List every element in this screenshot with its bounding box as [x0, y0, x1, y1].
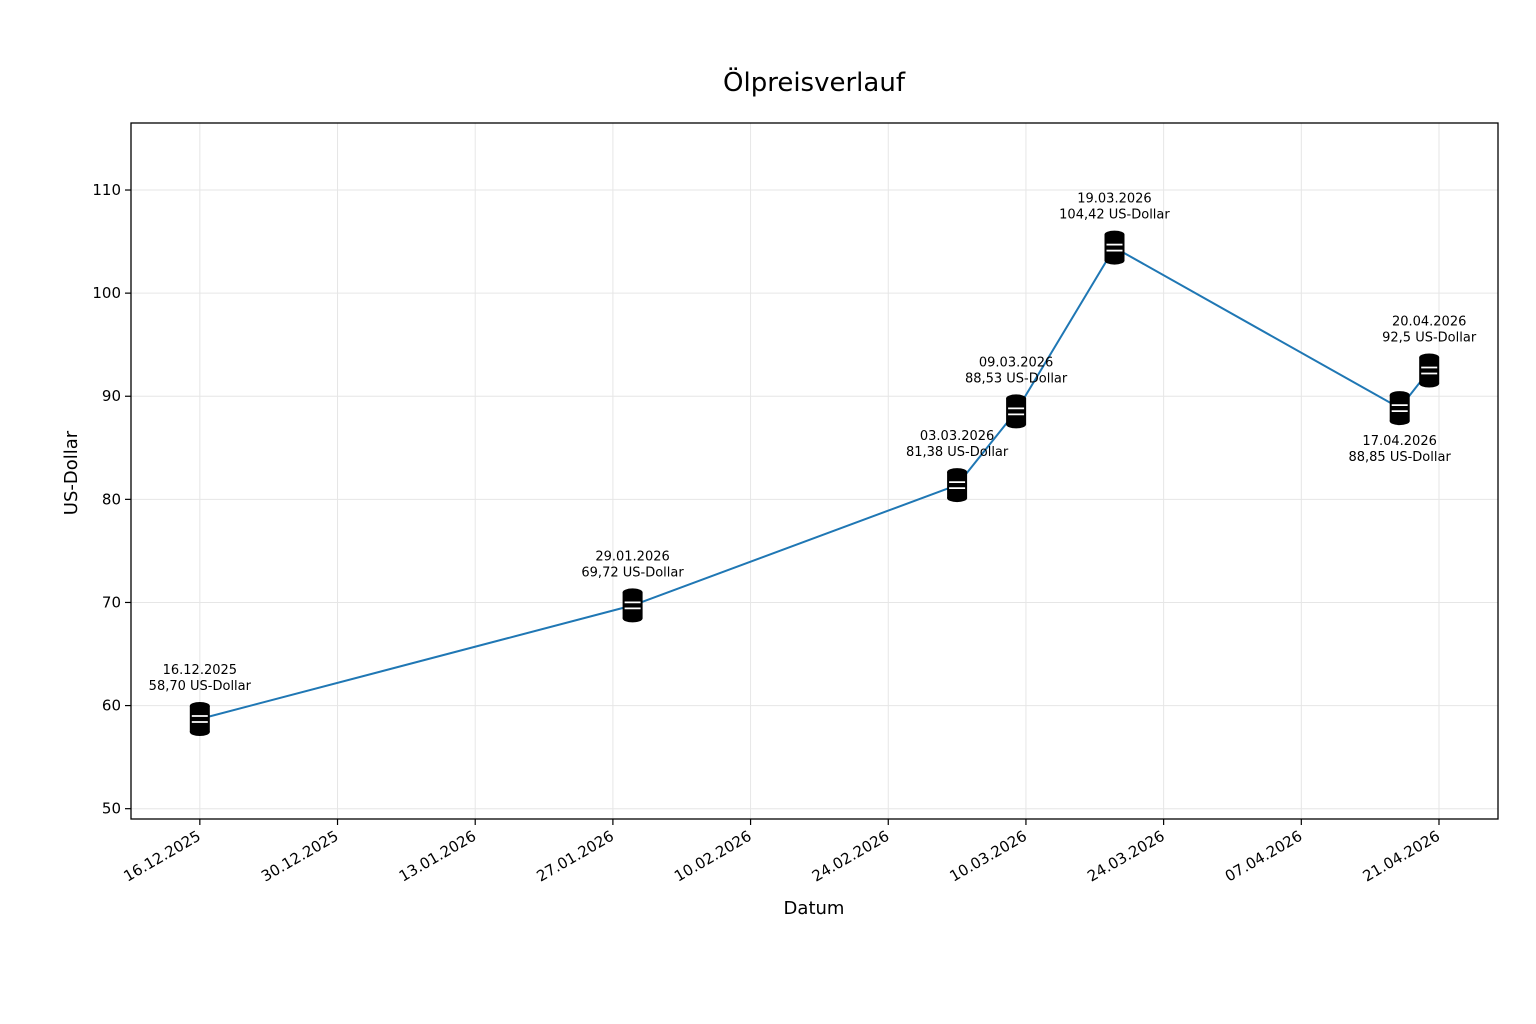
data-label-value: 69,72 US-Dollar [581, 565, 684, 580]
data-label-value: 88,85 US-Dollar [1348, 450, 1451, 465]
x-tick-label: 27.01.2026 [534, 827, 617, 886]
x-tick-label: 30.12.2025 [258, 827, 341, 886]
x-axis: 16.12.2025 30.12.2025 13.01.2026 27.01.2026… [120, 819, 1443, 885]
oil-barrel-icon [189, 702, 210, 736]
x-tick-label: 24.03.2026 [1084, 827, 1167, 886]
oil-barrel-icon [1006, 394, 1027, 429]
y-tick-label: 50 [102, 800, 121, 818]
y-axis-label: US-Dollar [61, 430, 82, 515]
data-label-date: 29.01.2026 [595, 549, 669, 564]
oil-barrel-icon [1419, 353, 1440, 388]
x-tick-label: 24.02.2026 [809, 827, 892, 886]
x-tick-label: 07.04.2026 [1222, 827, 1305, 886]
oil-barrel-icon [947, 468, 968, 503]
y-tick-label: 80 [102, 490, 121, 508]
data-markers [189, 230, 1440, 736]
y-tick-label: 100 [92, 284, 121, 302]
y-tick-label: 70 [102, 593, 121, 611]
oil-barrel-icon [622, 588, 643, 623]
chart-title: Ölpreisverlauf [723, 66, 906, 98]
grid [131, 123, 1498, 819]
x-tick-label: 21.04.2026 [1360, 827, 1443, 886]
x-tick-label: 16.12.2025 [120, 827, 203, 886]
x-tick-label: 10.02.2026 [671, 827, 754, 886]
data-label-date: 03.03.2026 [920, 429, 994, 444]
x-tick-label: 10.03.2026 [947, 827, 1030, 886]
y-tick-label: 110 [92, 181, 121, 199]
data-label-value: 81,38 US-Dollar [906, 445, 1009, 460]
data-label-date: 17.04.2026 [1362, 434, 1436, 449]
data-label-date: 09.03.2026 [979, 355, 1053, 370]
y-tick-label: 60 [102, 697, 121, 715]
data-label-value: 58,70 US-Dollar [149, 679, 252, 694]
data-label-value: 104,42 US-Dollar [1059, 208, 1170, 223]
data-label-value: 92,5 US-Dollar [1382, 330, 1477, 345]
series-line [199, 246, 1430, 720]
oil-barrel-icon [1104, 230, 1125, 265]
x-tick-label: 13.01.2026 [396, 827, 479, 886]
x-axis-label: Datum [784, 898, 845, 919]
y-axis: 50 60 70 80 90 100 110 [92, 181, 131, 818]
oil-barrel-icon [1389, 391, 1410, 426]
data-label-date: 20.04.2026 [1392, 314, 1466, 329]
y-tick-label: 90 [102, 387, 121, 405]
data-label-date: 16.12.2025 [163, 663, 237, 678]
data-label-date: 19.03.2026 [1077, 192, 1151, 207]
plot-frame [130, 122, 1499, 820]
data-label-value: 88,53 US-Dollar [965, 371, 1068, 386]
price-series [199, 246, 1430, 720]
